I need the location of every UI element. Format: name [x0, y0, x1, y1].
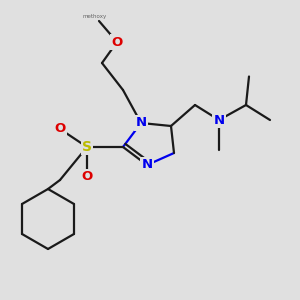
Text: O: O — [111, 35, 123, 49]
Text: methoxy: methoxy — [82, 14, 106, 20]
Text: O: O — [81, 170, 93, 184]
Text: N: N — [213, 113, 225, 127]
Text: N: N — [135, 116, 147, 130]
Text: N: N — [141, 158, 153, 172]
Text: O: O — [54, 122, 66, 136]
Text: S: S — [82, 140, 92, 154]
